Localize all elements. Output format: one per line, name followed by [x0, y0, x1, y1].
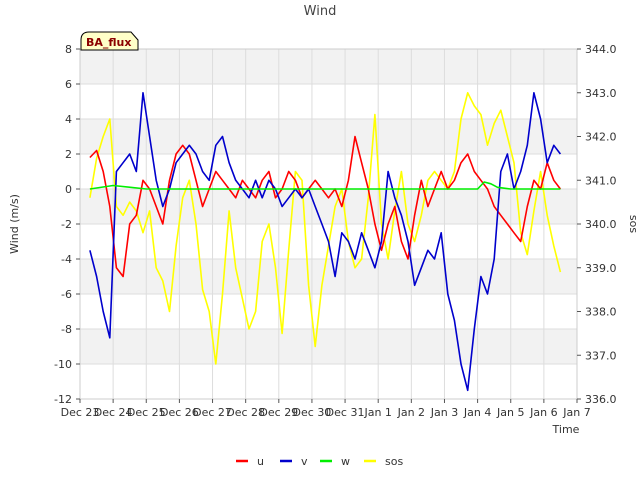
y-tick-label-5: -2	[61, 218, 72, 231]
y-tick-label-1: -10	[54, 358, 72, 371]
x-axis-label: Time	[552, 423, 580, 436]
x-tick-label-5: Dec 28	[226, 406, 265, 419]
x-tick-label-9: Jan 1	[363, 406, 391, 419]
band-1	[80, 329, 577, 364]
background-bands	[80, 49, 577, 364]
y2-tick-label-1: 337.0	[585, 349, 617, 362]
x-tick-label-13: Jan 5	[496, 406, 524, 419]
x-tick-label-15: Jan 7	[562, 406, 590, 419]
y-tick-label-6: 0	[65, 183, 72, 196]
y-axis-label: Wind (m/s)	[8, 194, 21, 254]
series-line-v	[89, 92, 562, 392]
y2-tick-label-0: 336.0	[585, 393, 617, 406]
y-tick-label-9: 6	[65, 78, 72, 91]
y-tick-label-3: -6	[61, 288, 72, 301]
y2-axis-ticks: 336.0 337.0 338.0 339.0 340.0 341.0 342.0 343.0…	[577, 43, 617, 406]
legend-label-sos: sos	[385, 455, 403, 468]
x-tick-label-6: Dec 29	[259, 406, 298, 419]
y-tick-label-4: -4	[61, 253, 72, 266]
band-9	[80, 49, 577, 84]
y2-tick-label-6: 342.0	[585, 131, 617, 144]
y-axis-ticks: -12 -10 -8 -6 -4 -2 0 2 4 6 8	[54, 43, 80, 406]
y2-axis-label: sos	[627, 215, 640, 233]
y-tick-label-0: -12	[54, 393, 72, 406]
band-3	[80, 259, 577, 294]
x-tick-label-0: Dec 23	[61, 406, 100, 419]
y2-tick-label-2: 338.0	[585, 306, 617, 319]
y2-tick-label-7: 343.0	[585, 87, 617, 100]
chart-title: Wind	[304, 4, 337, 19]
legend: u v w sos	[236, 455, 403, 468]
legend-label-v: v	[301, 455, 308, 468]
y-tick-label-7: 2	[65, 148, 72, 161]
x-tick-label-12: Jan 4	[463, 406, 491, 419]
x-tick-label-11: Jan 3	[430, 406, 458, 419]
y2-tick-label-8: 344.0	[585, 43, 617, 56]
y2-tick-label-5: 341.0	[585, 174, 617, 187]
x-tick-label-8: Dec 31	[326, 406, 365, 419]
y-tick-label-8: 4	[65, 113, 72, 126]
y2-tick-label-3: 339.0	[585, 262, 617, 275]
annotation-tag	[80, 31, 139, 51]
x-tick-label-2: Dec 25	[127, 406, 166, 419]
annotation-text: BA_flux	[86, 36, 131, 49]
x-tick-label-10: Jan 2	[397, 406, 425, 419]
series-line-w	[89, 181, 561, 190]
series-layer	[89, 92, 562, 392]
x-tick-label-14: Jan 6	[529, 406, 557, 419]
series-line-sos	[89, 92, 562, 365]
y-tick-label-2: -8	[61, 323, 72, 336]
y2-tick-label-4: 340.0	[585, 218, 617, 231]
x-tick-label-1: Dec 24	[94, 406, 133, 419]
band-7	[80, 119, 577, 154]
x-tick-label-4: Dec 27	[193, 406, 232, 419]
x-tick-label-7: Dec 30	[293, 406, 332, 419]
legend-label-w: w	[341, 455, 350, 468]
series-line-u	[89, 135, 562, 278]
legend-label-u: u	[257, 455, 264, 468]
y-tick-label-10: 8	[65, 43, 72, 56]
x-tick-label-3: Dec 26	[160, 406, 199, 419]
annotation-box: BA_flux	[80, 31, 139, 51]
